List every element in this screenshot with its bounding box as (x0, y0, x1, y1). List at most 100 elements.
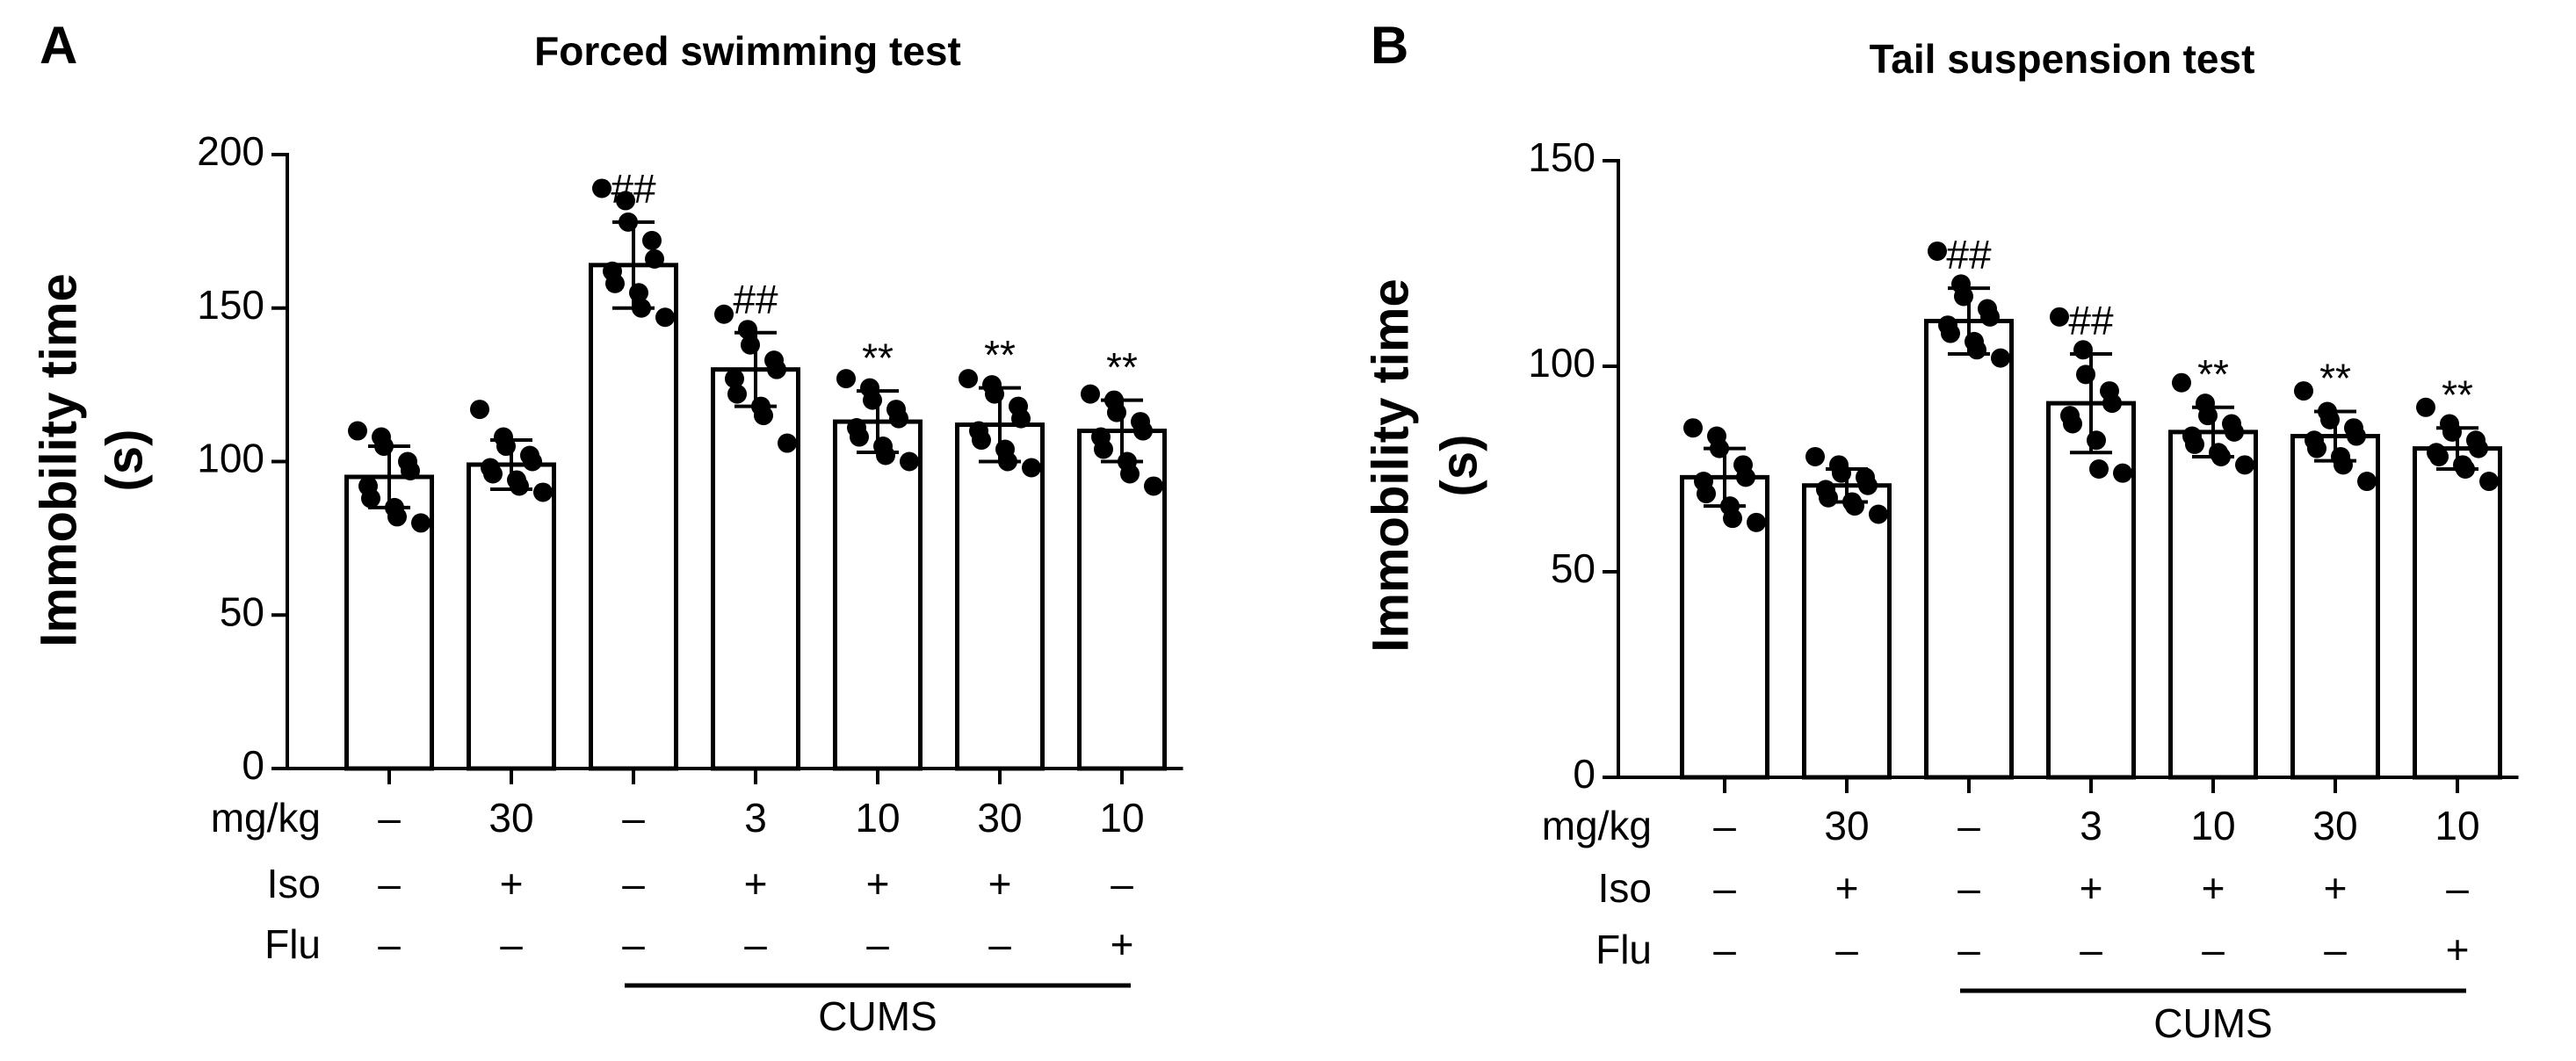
condition-cell: – (500, 921, 523, 967)
annotation: ## (611, 166, 656, 212)
data-point (836, 369, 856, 389)
data-point (738, 320, 757, 340)
condition-cell: – (866, 921, 889, 967)
condition-cell: 10 (1099, 795, 1144, 841)
condition-cell: + (1111, 921, 1134, 967)
bar (1924, 319, 2014, 780)
data-point (1805, 446, 1825, 466)
data-point (2357, 472, 2377, 492)
condition-cell: – (378, 861, 401, 906)
data-point (2172, 372, 2191, 393)
bar (2046, 401, 2136, 780)
data-point (655, 307, 675, 328)
data-point (1941, 323, 1960, 343)
data-point (1133, 421, 1153, 441)
condition-cell: + (2324, 865, 2348, 911)
condition-cell: – (2324, 927, 2347, 972)
data-point (2429, 446, 2449, 466)
condition-cell: 10 (2190, 803, 2235, 848)
y-tick-label: 100 (197, 436, 264, 481)
data-point (1094, 439, 1113, 459)
annotation: ## (1946, 232, 1992, 278)
data-point (727, 384, 747, 404)
annotation: ** (2319, 356, 2351, 401)
y-tick-label: 150 (197, 282, 264, 328)
data-point (972, 430, 991, 451)
row-label: Flu (1596, 927, 1652, 972)
data-point (725, 369, 744, 389)
group-label: CUMS (2153, 1000, 2272, 1046)
data-point (1144, 476, 1163, 496)
condition-cell: – (1957, 803, 1980, 848)
data-point (2113, 463, 2132, 483)
condition-cell: + (988, 861, 1012, 906)
annotation: ** (2197, 351, 2229, 397)
panel-letter: A (40, 16, 77, 75)
bar (1802, 483, 1892, 780)
data-point (1723, 509, 1742, 529)
condition-cell: + (744, 861, 768, 906)
y-axis-label: (s) (96, 429, 153, 492)
condition-cell: – (1713, 865, 1736, 911)
annotation: ## (2068, 298, 2114, 343)
condition-cell: – (622, 861, 645, 906)
data-point (1120, 464, 1140, 484)
condition-cell: – (1713, 803, 1736, 848)
data-point (616, 191, 635, 211)
data-point (348, 421, 367, 441)
data-point (2479, 472, 2499, 492)
bar (2413, 446, 2502, 780)
data-point (642, 230, 662, 250)
annotation: ** (1106, 344, 1138, 390)
y-axis-label: Immobility time (1362, 278, 1419, 652)
y-axis-label: (s) (1430, 435, 1487, 497)
bar (2290, 434, 2380, 780)
condition-cell: + (2202, 865, 2225, 911)
bar (711, 367, 800, 771)
data-point (767, 359, 786, 379)
bar (955, 422, 1045, 771)
row-label: Flu (264, 921, 321, 967)
data-point (1991, 348, 2010, 368)
row-label: Iso (267, 861, 321, 906)
data-point (533, 482, 553, 502)
data-point (1022, 458, 1041, 478)
data-point (900, 451, 919, 472)
data-point (2347, 426, 2366, 446)
data-point (754, 406, 773, 426)
data-point (401, 460, 420, 480)
condition-cell: – (2080, 927, 2102, 972)
y-tick-label: 150 (1528, 134, 1596, 180)
y-tick-label: 100 (1528, 340, 1596, 386)
data-point (411, 513, 431, 533)
condition-cell: + (1835, 865, 1859, 911)
data-point (2225, 422, 2244, 442)
data-point (876, 445, 895, 466)
data-point (523, 451, 542, 472)
y-tick-label: 200 (197, 128, 264, 174)
condition-cell: 30 (2312, 803, 2357, 848)
data-point (1980, 307, 2000, 327)
row-label: Iso (1598, 865, 1652, 911)
data-point (2102, 393, 2122, 414)
condition-cell: + (866, 861, 890, 906)
y-axis-label: Immobility time (30, 273, 87, 646)
bar (589, 263, 678, 771)
condition-cell: – (2446, 865, 2469, 911)
condition-cell: + (2446, 927, 2470, 972)
condition-cell: 3 (744, 795, 767, 841)
annotation: ** (2442, 372, 2473, 417)
condition-cell: – (1713, 927, 1736, 972)
data-point (1011, 408, 1031, 429)
data-point (1928, 241, 1947, 261)
chart-title: Tail suspension test (1870, 36, 2255, 82)
data-point (2416, 397, 2435, 417)
data-point (959, 369, 978, 389)
data-point (2063, 414, 2082, 434)
condition-cell: – (1957, 865, 1980, 911)
y-tick-label: 0 (242, 742, 264, 788)
condition-cell: 3 (2080, 803, 2102, 848)
row-label: mg/kg (1542, 803, 1652, 848)
data-point (2294, 381, 2313, 401)
